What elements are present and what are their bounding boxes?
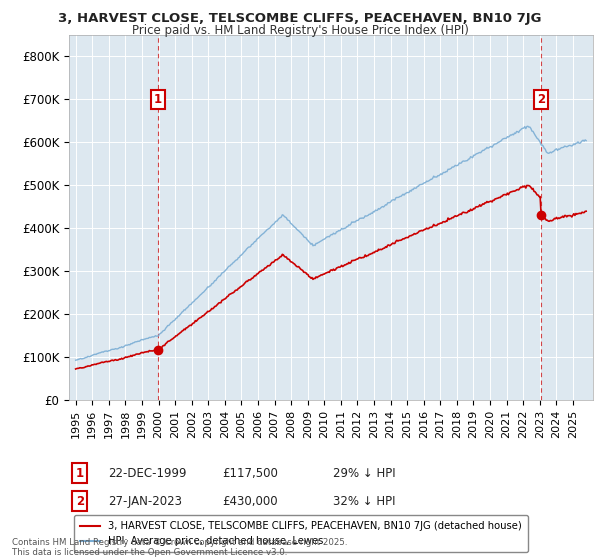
Text: £117,500: £117,500: [222, 466, 278, 480]
Text: 32% ↓ HPI: 32% ↓ HPI: [333, 494, 395, 508]
Text: 27-JAN-2023: 27-JAN-2023: [108, 494, 182, 508]
Text: £430,000: £430,000: [222, 494, 278, 508]
Text: Contains HM Land Registry data © Crown copyright and database right 2025.
This d: Contains HM Land Registry data © Crown c…: [12, 538, 347, 557]
Text: 2: 2: [537, 93, 545, 106]
Text: 22-DEC-1999: 22-DEC-1999: [108, 466, 187, 480]
Text: 1: 1: [76, 466, 84, 480]
Text: 2: 2: [76, 494, 84, 508]
Text: Price paid vs. HM Land Registry's House Price Index (HPI): Price paid vs. HM Land Registry's House …: [131, 24, 469, 37]
Text: 29% ↓ HPI: 29% ↓ HPI: [333, 466, 395, 480]
Text: 3, HARVEST CLOSE, TELSCOMBE CLIFFS, PEACEHAVEN, BN10 7JG: 3, HARVEST CLOSE, TELSCOMBE CLIFFS, PEAC…: [58, 12, 542, 25]
Text: 1: 1: [154, 93, 162, 106]
Legend: 3, HARVEST CLOSE, TELSCOMBE CLIFFS, PEACEHAVEN, BN10 7JG (detached house), HPI: : 3, HARVEST CLOSE, TELSCOMBE CLIFFS, PEAC…: [74, 515, 528, 552]
